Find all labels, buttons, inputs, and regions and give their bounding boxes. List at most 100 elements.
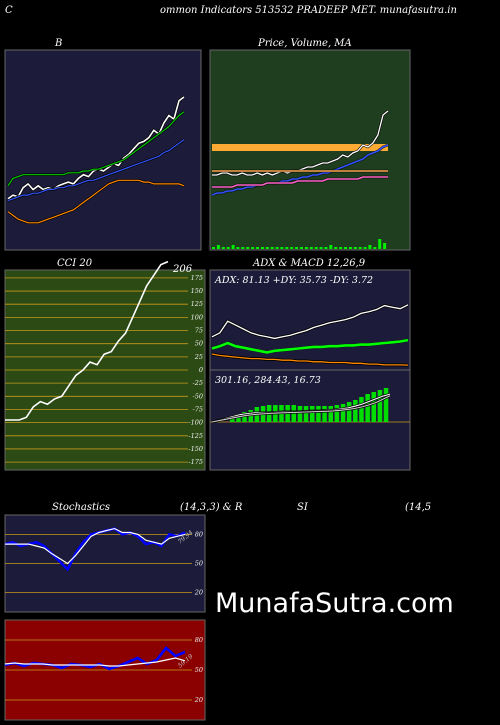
page-title: ommon Indicators 513532 PRADEEP MET. mun… [160, 5, 457, 16]
volume-bar [260, 247, 264, 249]
price-series [211, 110, 389, 249]
volume-bar [226, 247, 230, 249]
volume-bar [280, 247, 284, 249]
cci-last-label: 206 [173, 264, 193, 275]
macd-hist-bar [383, 388, 389, 422]
adx-line-1 [211, 338, 409, 354]
stoch-tick-label: 50 [195, 560, 203, 568]
cci-tick-label: 125 [191, 300, 203, 308]
cci-tick-label: -150 [188, 445, 203, 453]
rsi-signal-line [4, 657, 186, 667]
volume-bar [221, 247, 225, 249]
volume-bar [344, 247, 347, 249]
stoch-tick-label: 80 [195, 530, 203, 538]
stoch-d-line [5, 527, 186, 565]
macd-hist-bar [371, 392, 376, 422]
volume-bar [275, 247, 279, 249]
rsi-tick-label: 50 [195, 666, 203, 674]
cci-tick-label: 150 [191, 287, 203, 295]
watermark-brand: MunafaSutra.com [215, 588, 454, 619]
volume-bar [295, 247, 299, 249]
volume-bar [216, 245, 220, 249]
volume-bar [241, 247, 245, 249]
rsi-tick-label: 80 [195, 636, 203, 644]
rsi-title: SI [297, 502, 308, 513]
adx-line-0 [211, 304, 409, 340]
cci-line [5, 260, 169, 421]
macd-line-1 [211, 395, 391, 423]
volume-bar [304, 247, 308, 249]
volume-bar [290, 247, 294, 249]
volume-bar [256, 247, 259, 249]
cci-tick-label: 50 [195, 340, 203, 348]
macd-hist-bar [230, 417, 235, 422]
volume-bar [339, 247, 343, 249]
volume-bar [212, 247, 215, 249]
macd-hist-bar [377, 390, 383, 422]
cci-tick-label: 175 [191, 274, 203, 282]
volume-bar [309, 247, 313, 249]
volume-bar [246, 247, 250, 249]
volume-bar [251, 247, 255, 249]
macd-readout: 301.16, 284.43, 16.73 [215, 375, 321, 386]
volume-bar [300, 247, 303, 249]
volume-bar [285, 247, 289, 249]
adx-macd-title: ADX & MACD 12,26,9 [253, 258, 366, 269]
cci-tick-label: 75 [195, 327, 203, 335]
volume-bar [348, 247, 352, 249]
bollinger-line-2 [7, 139, 185, 202]
cci-tick-label: 0 [199, 366, 203, 374]
stoch-tick-label: 20 [194, 589, 203, 597]
volume-bar [383, 243, 387, 249]
volume-bar [373, 247, 377, 249]
bollinger-line-1 [7, 111, 185, 187]
rsi-tick-label: 20 [194, 696, 203, 704]
macd-hist-bar [316, 406, 321, 422]
bollinger-series [6, 95, 185, 225]
volume-bar [319, 247, 323, 249]
volume-bar [368, 245, 372, 249]
macd-hist-bar [359, 397, 364, 422]
volume-bar [378, 239, 382, 249]
adx-series [211, 303, 409, 367]
cci-tick-label: 100 [191, 313, 203, 321]
cci-tick-label: -50 [193, 392, 203, 400]
macd-hist-bar [365, 394, 370, 422]
cci-series: 175 150 125 100 75 50 25 0 -25 -50 -75 -100 -125 -150… [5, 260, 203, 466]
macd-hist-bar [334, 405, 340, 422]
adx-line-2 [211, 353, 409, 366]
macd-hist-bar [346, 402, 352, 422]
macd-hist-bar [353, 400, 358, 422]
price-band-bar [212, 144, 388, 151]
macd-hist-bar [340, 404, 346, 422]
bollinger-line-3 [7, 179, 185, 224]
header-letter: C [5, 5, 13, 16]
price-line-1 [211, 144, 389, 196]
cci-tick-label: -175 [188, 458, 203, 466]
adx-readout: ADX: 81.13 +DY: 35.73 -DY: 3.72 [215, 275, 374, 286]
stochastics-title: Stochastics [52, 502, 110, 513]
macd-series [210, 388, 410, 424]
volume-bar [236, 247, 240, 249]
volume-bar [329, 245, 333, 249]
cci-tick-label: -75 [193, 405, 203, 413]
volume-bar [358, 247, 362, 249]
macd-hist-bar [328, 406, 333, 422]
volume-bar [334, 247, 338, 249]
volume-bar [363, 247, 367, 249]
cci-tick-label: -25 [193, 379, 203, 387]
volume-bar [324, 247, 328, 249]
rsi-params: (14,5 [405, 502, 432, 513]
price-line-3 [212, 176, 388, 188]
cci-tick-label: 25 [194, 353, 203, 361]
cci-tick-label: -100 [188, 419, 203, 427]
stochastics-params: (14,3,3) & R [180, 502, 243, 513]
macd-hist-bar [322, 406, 327, 422]
volume-bar [231, 245, 235, 249]
volume-bar [270, 247, 274, 249]
bollinger-title: B [55, 38, 63, 49]
cci-tick-label: -125 [188, 432, 203, 440]
